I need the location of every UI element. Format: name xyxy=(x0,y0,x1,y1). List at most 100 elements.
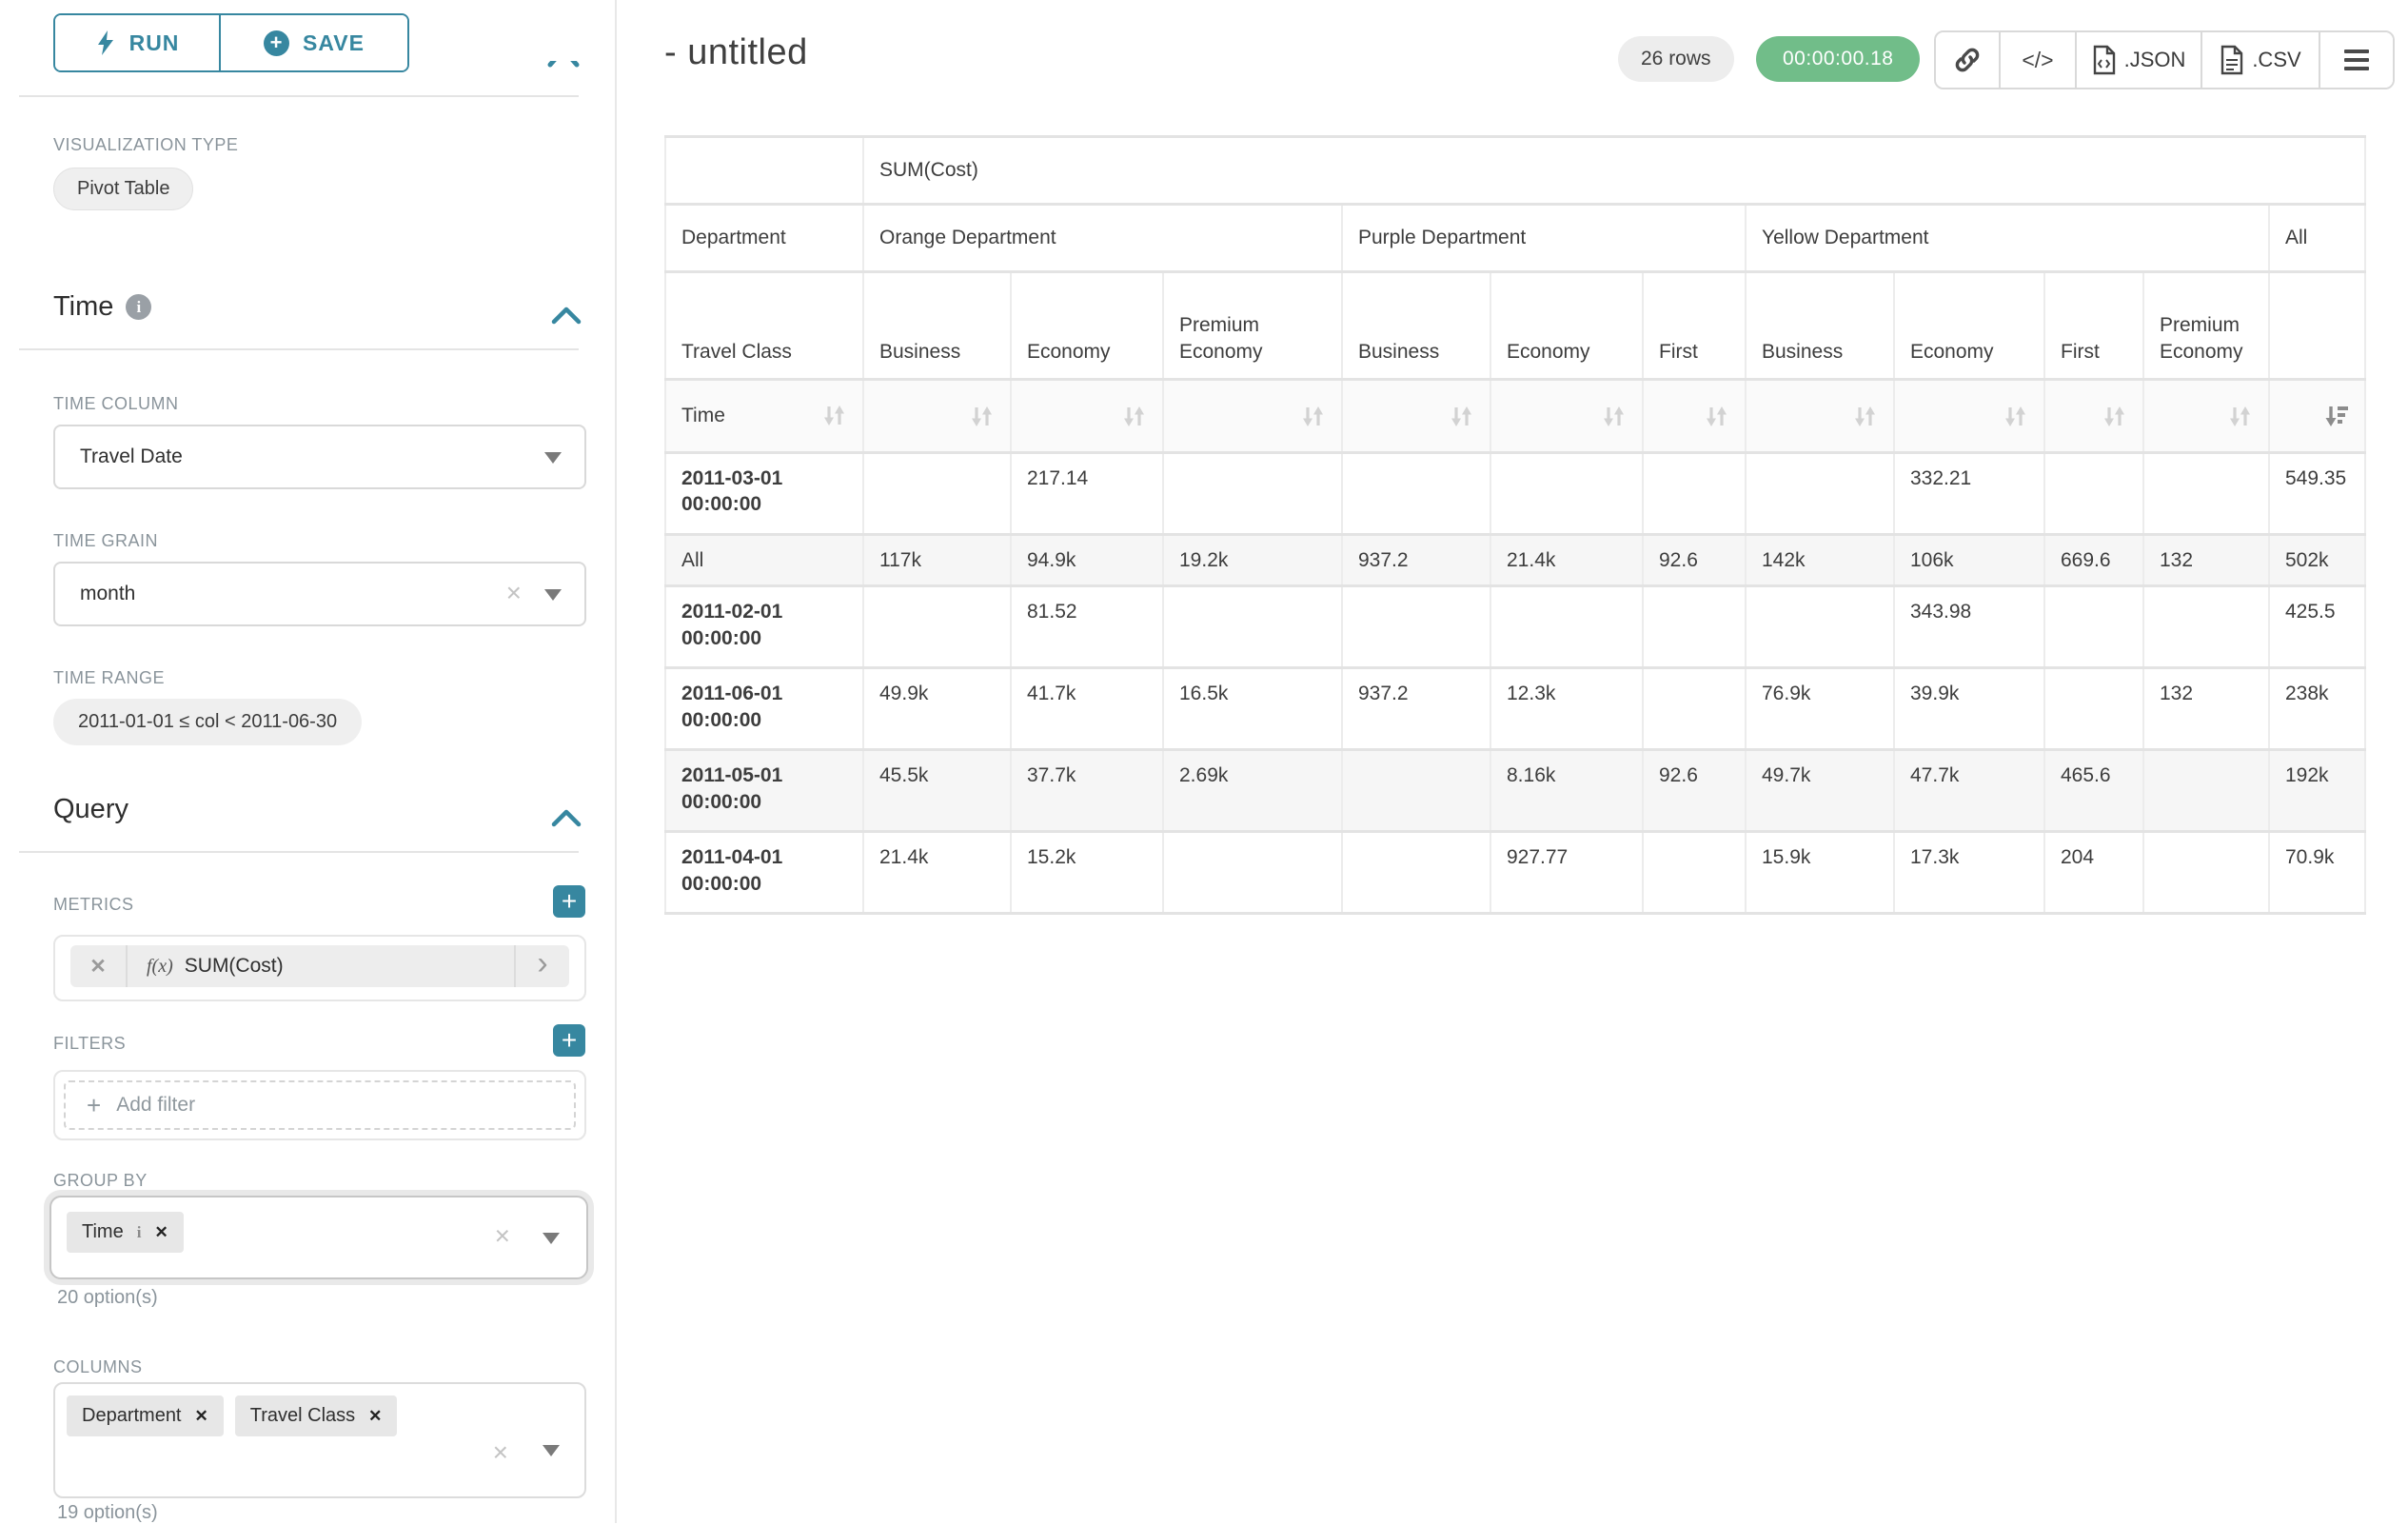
group-by-chip-time[interactable]: Time i ✕ xyxy=(67,1212,184,1253)
chevron-down-icon xyxy=(544,589,562,601)
expand-metric-chevron-icon[interactable]: › xyxy=(514,945,569,987)
pivot-cell: 39.9k xyxy=(1893,666,2045,752)
clear-icon[interactable]: × xyxy=(492,1437,508,1467)
row-header: 2011-06-01 00:00:00 xyxy=(664,666,864,752)
export-csv-button[interactable]: .CSV xyxy=(2201,32,2319,88)
row-dimension-header: Travel Class xyxy=(664,270,864,381)
metric-header: SUM(Cost) xyxy=(862,135,2366,206)
pivot-cell xyxy=(2043,584,2144,670)
sort-icon xyxy=(1124,406,1144,426)
pivot-cell: 49.7k xyxy=(1745,748,1895,834)
column-header: Economy xyxy=(1490,270,1644,381)
table-row: 2011-06-01 00:00:00 49.9k 41.7k 16.5k 937.2 1… xyxy=(664,666,2366,752)
link-icon xyxy=(1955,48,1980,72)
plus-icon: + xyxy=(561,886,578,916)
sort-header-cell[interactable] xyxy=(1490,378,1644,454)
divider xyxy=(19,348,579,350)
remove-chip-icon[interactable]: ✕ xyxy=(194,1406,208,1425)
info-icon: i xyxy=(126,294,152,320)
export-json-label: .JSON xyxy=(2123,48,2186,71)
pivot-cell xyxy=(862,584,1012,670)
sort-header-cell[interactable] xyxy=(2268,378,2366,454)
group-by-label: GROUP BY xyxy=(53,1171,148,1190)
query-section-collapse-chevron-icon[interactable] xyxy=(550,807,582,828)
page-title[interactable]: - untitled xyxy=(664,32,808,72)
time-section-collapse-chevron-icon[interactable] xyxy=(550,305,582,326)
info-icon: i xyxy=(136,1222,142,1241)
pivot-table: SUM(Cost) Department Orange Department Pur… xyxy=(664,135,2366,916)
sort-header-cell[interactable] xyxy=(862,378,1012,454)
pivot-cell xyxy=(1162,451,1343,536)
divider xyxy=(19,95,579,97)
pivot-cell xyxy=(1745,451,1895,536)
pivot-cell xyxy=(2043,666,2144,752)
pivot-cell xyxy=(1745,584,1895,670)
table-row: Travel Class Business Economy Premium Econo… xyxy=(664,270,2366,381)
add-filter-plus-button[interactable]: + xyxy=(553,1024,585,1057)
clear-icon[interactable]: × xyxy=(505,577,522,607)
save-button[interactable]: + SAVE xyxy=(219,15,407,70)
column-header: Premium Economy xyxy=(2142,270,2270,381)
sort-header-cell[interactable] xyxy=(1642,378,1747,454)
row-header: 2011-02-01 00:00:00 xyxy=(664,584,864,670)
columns-select[interactable]: Department ✕ Travel Class ✕ × xyxy=(53,1382,586,1498)
query-section-title: Query xyxy=(53,794,128,824)
chip-label: Time xyxy=(82,1221,124,1242)
pivot-cell: 142k xyxy=(1745,532,1895,588)
run-button-label: RUN xyxy=(128,30,180,55)
remove-chip-icon[interactable]: ✕ xyxy=(368,1406,383,1425)
share-link-button[interactable] xyxy=(1936,32,1999,88)
pivot-cell: 8.16k xyxy=(1490,748,1644,834)
visualization-type-pill[interactable]: Pivot Table xyxy=(53,168,194,210)
pivot-cell: 937.2 xyxy=(1341,666,1491,752)
export-json-button[interactable]: .JSON xyxy=(2075,32,2201,88)
columns-chip-travel-class[interactable]: Travel Class ✕ xyxy=(234,1395,398,1436)
pivot-cell: 204 xyxy=(2043,830,2144,916)
time-grain-select[interactable]: month × xyxy=(53,562,586,626)
sort-header-cell[interactable] xyxy=(1341,378,1491,454)
sort-header-cell[interactable]: Time xyxy=(664,378,864,454)
remove-metric-icon[interactable]: ✕ xyxy=(70,945,128,987)
time-grain-value: month xyxy=(80,583,136,604)
sort-header-cell[interactable] xyxy=(1745,378,1895,454)
column-group-header: Purple Department xyxy=(1341,203,1747,273)
remove-chip-icon[interactable]: ✕ xyxy=(154,1222,168,1241)
sort-header-cell[interactable] xyxy=(2142,378,2270,454)
view-query-button[interactable]: </> xyxy=(1999,32,2075,88)
pivot-cell: 669.6 xyxy=(2043,532,2144,588)
query-section-header[interactable]: Query xyxy=(53,794,128,825)
sort-header-cell[interactable] xyxy=(1893,378,2045,454)
more-options-button[interactable] xyxy=(2319,32,2393,88)
sort-header-cell[interactable] xyxy=(2043,378,2144,454)
row-header: All xyxy=(664,532,864,588)
add-filter-label: Add filter xyxy=(116,1094,196,1116)
sort-desc-icon xyxy=(2325,406,2348,426)
pivot-cell: 502k xyxy=(2268,532,2366,588)
time-range-pill[interactable]: 2011-01-01 ≤ col < 2011-06-30 xyxy=(53,699,363,745)
time-section-header[interactable]: Time i xyxy=(53,291,152,323)
add-filter-button[interactable]: + Add filter xyxy=(64,1080,576,1130)
pivot-table-container: SUM(Cost) Department Orange Department Pur… xyxy=(664,135,2366,916)
pivot-cell xyxy=(1490,451,1644,536)
sort-icon xyxy=(2104,406,2124,426)
sort-icon xyxy=(2005,406,2025,426)
group-by-select[interactable]: Time i ✕ × xyxy=(49,1196,588,1279)
columns-chip-department[interactable]: Department ✕ xyxy=(67,1395,224,1436)
lightning-icon xyxy=(97,30,113,55)
time-column-select[interactable]: Travel Date xyxy=(53,425,586,489)
metrics-label: METRICS xyxy=(53,895,134,914)
sort-header-cell[interactable] xyxy=(1162,378,1343,454)
column-header: First xyxy=(1642,270,1747,381)
pivot-cell: 21.4k xyxy=(862,830,1012,916)
row-header: 2011-03-01 00:00:00 xyxy=(664,451,864,536)
pivot-cell: 332.21 xyxy=(1893,451,2045,536)
table-row: Department Orange Department Purple Depart… xyxy=(664,203,2366,273)
clear-icon[interactable]: × xyxy=(494,1220,510,1251)
metric-chip[interactable]: ✕ f(x) SUM(Cost) › xyxy=(70,945,569,987)
file-text-icon xyxy=(2221,45,2243,75)
pivot-cell xyxy=(1341,830,1491,916)
run-button[interactable]: RUN xyxy=(55,15,219,70)
add-metric-button[interactable]: + xyxy=(553,885,585,918)
sort-header-cell[interactable] xyxy=(1010,378,1164,454)
chevron-down-icon xyxy=(544,452,562,464)
